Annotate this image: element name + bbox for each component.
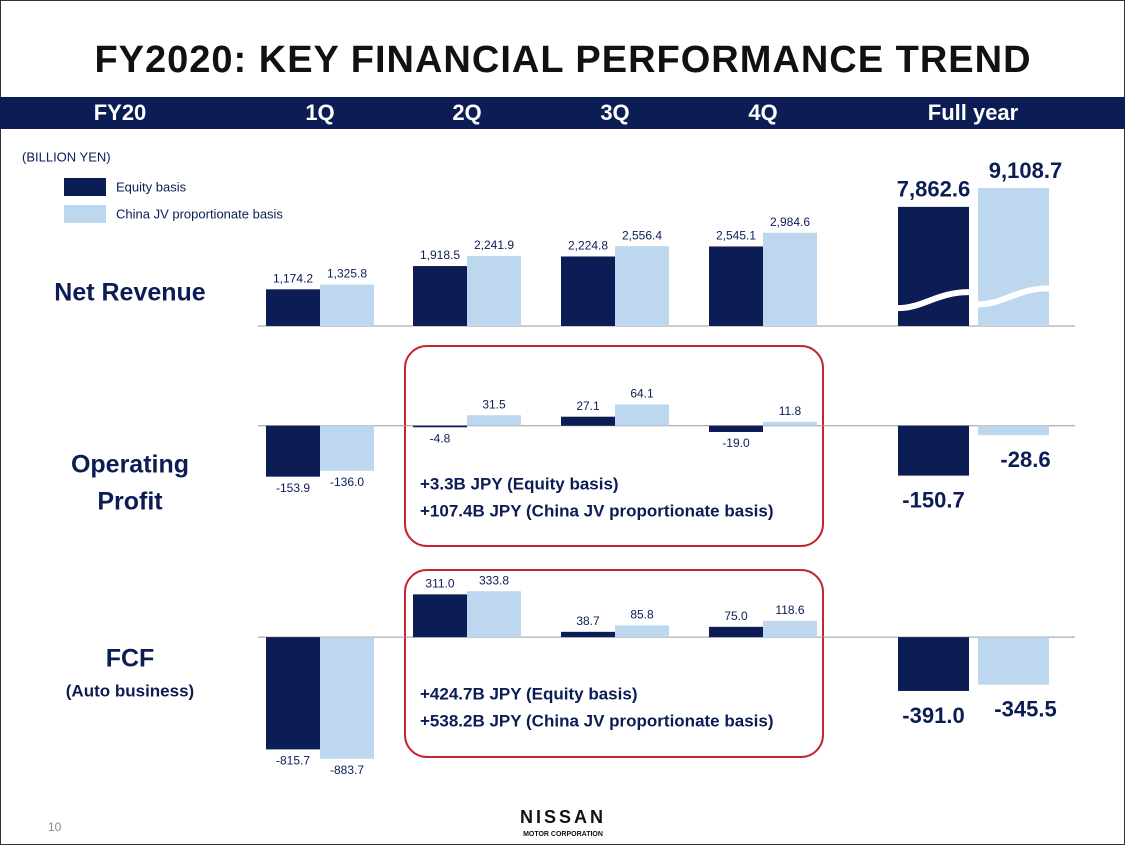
value-label: -345.5 [994,697,1056,722]
value-label: 333.8 [479,573,509,587]
value-label: 2,984.6 [770,215,810,229]
row-label: FCF [106,645,155,673]
value-label: -28.6 [1000,447,1050,472]
bar [320,425,374,471]
legend-label: Equity basis [116,179,187,194]
value-label: 64.1 [630,387,654,401]
value-label: 7,862.6 [897,177,970,202]
axis-break [977,285,1050,308]
bar [978,425,1049,436]
bar [561,256,615,326]
legend-label: China JV proportionate basis [116,206,283,221]
bar [763,421,817,426]
bar [413,266,467,326]
bar [266,425,320,477]
logo-subtitle: MOTOR CORPORATION [523,831,603,838]
value-label: -391.0 [902,703,964,728]
bar [561,416,615,426]
axis-break [897,289,970,312]
logo: NISSAN [520,807,606,827]
value-label: 38.7 [576,614,600,628]
annotation: +107.4B JPY (China JV proportionate basi… [420,501,774,520]
bar [266,289,320,326]
annotation: +424.7B JPY (Equity basis) [420,684,637,703]
page-number: 10 [48,820,62,834]
header-label: 2Q [452,100,481,125]
bar [413,425,467,428]
bar [320,284,374,326]
bar [898,425,969,476]
bar [709,246,763,326]
value-label: 1,918.5 [420,248,460,262]
highlight-box [404,569,824,758]
value-label: -150.7 [902,487,964,512]
value-label: 2,224.8 [568,239,608,253]
value-label: 2,556.4 [622,228,662,242]
header-label: 3Q [600,100,629,125]
bar [709,626,763,638]
bar [763,620,817,638]
value-label: 1,174.2 [273,271,313,285]
bar [413,594,467,638]
value-label: -153.9 [276,481,310,495]
bar [898,637,969,691]
value-label: 118.6 [775,603,804,617]
legend-swatch [64,178,106,196]
bar [467,591,521,638]
bar [709,425,763,432]
unit-label: (BILLION YEN) [22,149,111,164]
bar [467,415,521,426]
annotation: +538.2B JPY (China JV proportionate basi… [420,711,774,730]
row-label: (Auto business) [66,681,194,700]
value-label: 2,545.1 [716,229,756,243]
value-label: -136.0 [330,475,364,489]
value-label: 85.8 [630,608,654,622]
value-label: 2,241.9 [474,238,514,252]
value-label: 1,325.8 [327,267,367,281]
value-label: 9,108.7 [989,158,1062,183]
legend-swatch [64,205,106,223]
highlight-box [404,345,824,547]
value-label: -19.0 [722,436,750,450]
bar [978,637,1049,685]
bar [615,404,669,426]
corner-label: FY20 [94,100,147,125]
bar [763,232,817,326]
value-label: 75.0 [724,609,748,623]
value-label: 311.0 [425,577,454,591]
row-label: Net Revenue [54,279,206,307]
bar [320,637,374,759]
bar [561,631,615,638]
bar [615,625,669,638]
bar [615,246,669,326]
header-label: Full year [928,100,1019,125]
header-bar [0,97,1125,129]
bar [266,637,320,750]
bar [467,255,521,326]
value-label: -883.7 [330,763,364,777]
slide-title: FY2020: KEY FINANCIAL PERFORMANCE TREND [94,39,1031,81]
value-label: 11.8 [779,404,802,418]
annotation: +3.3B JPY (Equity basis) [420,474,619,493]
row-label: Operating [71,451,189,479]
value-label: 27.1 [576,399,600,413]
row-label: Profit [97,488,163,516]
header-label: 4Q [748,100,777,125]
value-label: -815.7 [276,754,310,768]
header-label: 1Q [305,100,334,125]
value-label: 31.5 [482,397,506,411]
value-label: -4.8 [430,431,451,445]
